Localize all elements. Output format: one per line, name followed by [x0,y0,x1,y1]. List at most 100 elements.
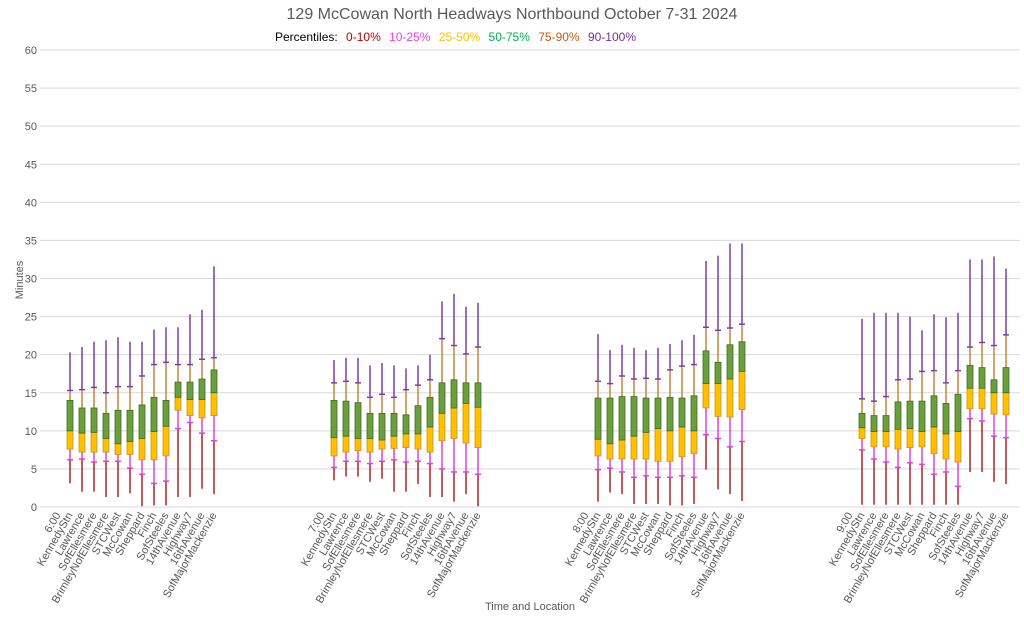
box-50-75 [642,397,650,433]
box-25-50 [462,403,470,444]
box-25-50 [78,432,86,453]
box-7:00-STCWest [378,363,386,479]
box-25-50 [738,371,746,410]
box-25-50 [858,427,866,439]
box-25-50 [954,431,962,463]
box-50-75 [618,396,626,441]
y-tick-label: 0 [31,502,37,514]
box-50-75 [354,402,362,439]
box-7:00-Sheppard [402,368,410,492]
box-25-50 [90,431,98,453]
box-25-50 [126,441,134,455]
box-50-75 [714,361,722,385]
box-50-75 [882,415,890,432]
box-50-75 [1002,367,1010,394]
legend: Percentiles: 0-10% 10-25% 25-50% 50-75% … [0,30,916,44]
box-6:00-SofEllesmere [90,341,98,492]
y-tick-label: 35 [25,235,37,247]
box-50-75 [378,412,386,441]
box-25-50 [678,426,686,458]
box-6:00-McCowan [126,341,134,494]
box-25-50 [654,428,662,462]
box-50-75 [210,369,218,394]
box-25-50 [1002,392,1010,416]
box-7:00-16thAvenue [462,306,470,495]
y-tick-label: 45 [25,159,37,171]
y-tick-label: 30 [25,274,37,286]
box-50-75 [438,382,446,414]
legend-entry-25-50: 25-50% [438,30,481,44]
box-9:00-Sheppard [930,314,938,505]
box-50-75 [990,379,998,394]
y-tick-label: 40 [25,197,37,209]
box-50-75 [78,407,86,434]
box-25-50 [210,392,218,417]
box-25-50 [450,407,458,439]
box-6:00-Lawrence [78,347,86,492]
box-7:00-Lawrence [342,357,350,477]
box-50-75 [150,396,158,432]
box-50-75 [930,395,938,428]
box-50-75 [330,399,338,439]
box-50-75 [90,407,98,433]
box-50-75 [690,395,698,432]
box-8:00-SofMajorMackenzie [738,243,746,501]
box-6:00-KennedyStn [66,352,74,484]
legend-entry-0-10: 0-10% [346,30,381,44]
box-50-75 [942,403,950,435]
box-6:00-Sheppard [138,341,146,507]
box-25-50 [702,383,710,409]
box-50-75 [630,396,638,437]
box-25-50 [918,431,926,448]
y-tick-label: 20 [25,350,37,362]
box-25-50 [438,412,446,442]
box-8:00-McCowan [654,347,662,504]
box-50-75 [174,381,182,398]
y-tick-label: 25 [25,312,37,324]
box-25-50 [354,438,362,452]
box-25-50 [366,438,374,453]
box-50-75 [186,381,194,401]
box-6:00-Highway7 [186,314,194,498]
box-25-50 [162,425,170,457]
box-6:00-16thAvenue [198,309,206,489]
box-50-75 [138,404,146,439]
box-9:00-14thAvenue [966,259,974,472]
box-9:00-STCWest [906,316,914,505]
boxes [66,243,1010,507]
y-tick-label: 55 [25,83,37,95]
box-25-50 [990,392,998,415]
box-25-50 [882,431,890,448]
box-25-50 [330,437,338,457]
box-50-75 [606,397,614,445]
box-25-50 [402,433,410,448]
box-7:00-SofSteeles [426,354,434,498]
legend-entry-10-25: 10-25% [389,30,431,44]
legend-label: Percentiles: [275,30,338,44]
x-tick-labels: 6:00KennedyStnLawrenceSofEllesmereBrimle… [35,510,1011,605]
y-tick-label: 10 [25,426,37,438]
box-7:00-Finch [414,365,422,485]
box-8:00-Lawrence [606,350,614,493]
box-8:00-Highway7 [714,255,722,490]
box-6:00-SofSteeles [162,327,170,506]
box-25-50 [630,435,638,460]
box-25-50 [894,428,902,450]
box-25-50 [390,435,398,449]
box-25-50 [594,438,602,457]
box-50-75 [726,344,734,380]
legend-entry-75-90: 75-90% [538,30,580,44]
box-50-75 [126,409,134,442]
box-25-50 [666,430,674,462]
box-25-50 [474,406,482,448]
box-25-50 [714,383,722,417]
box-6:00-SofMajorMackenzie [210,266,218,495]
box-9:00-KennedyStn [858,318,866,505]
box-7:00-BrimleyNofEllesmere [366,365,374,482]
box-8:00-KennedyStn [594,334,602,502]
box-50-75 [462,382,470,404]
box-25-50 [930,426,938,455]
box-6:00-STCWest [114,337,122,498]
box-50-75 [198,378,206,401]
box-25-50 [102,438,110,453]
